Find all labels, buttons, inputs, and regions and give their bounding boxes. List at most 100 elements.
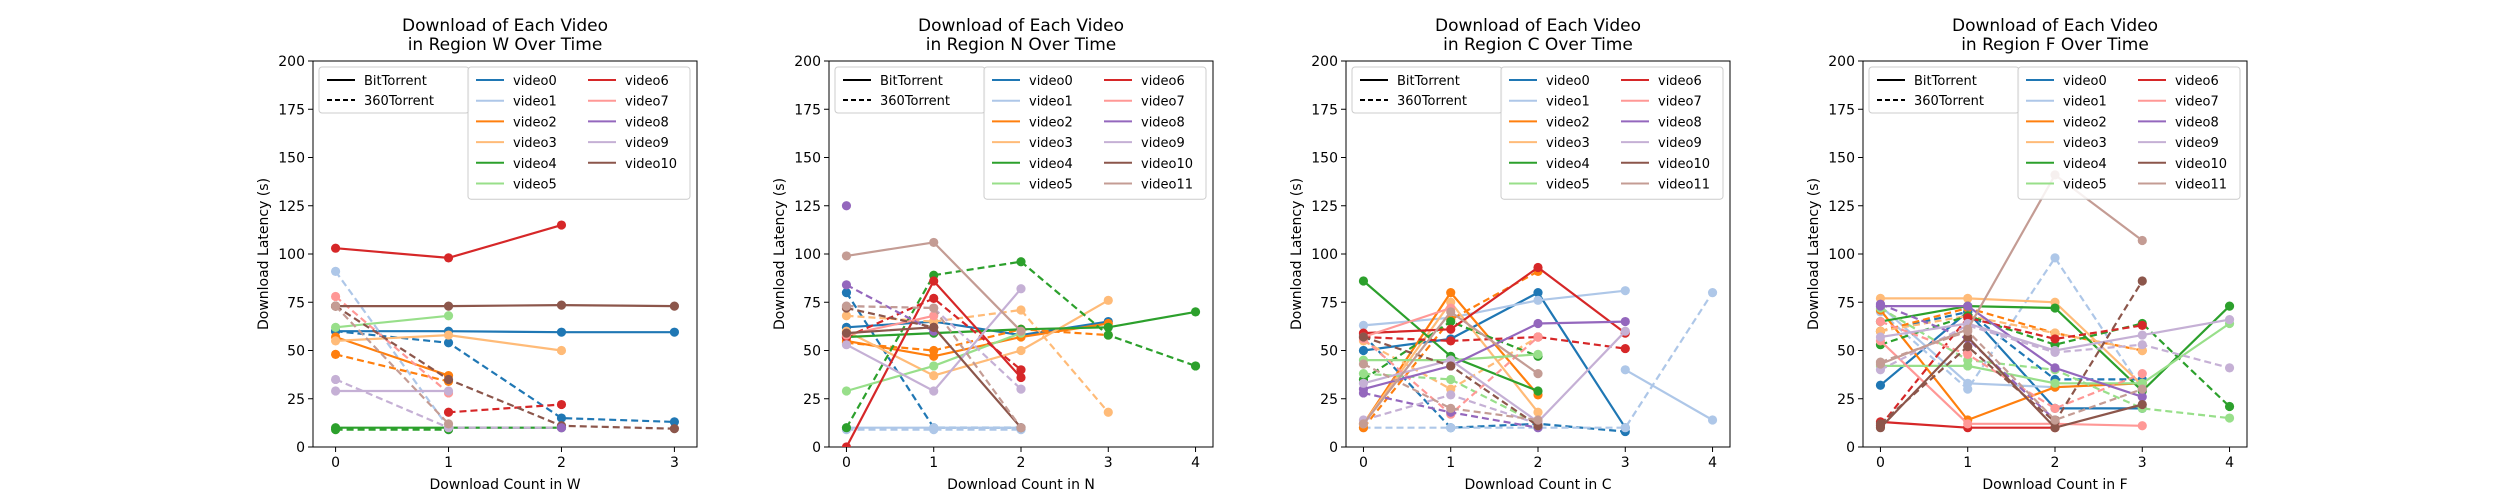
- y-tick-label: 0: [1329, 440, 1338, 456]
- plot-area: [1358, 262, 1718, 437]
- data-point-video11: [1358, 359, 1369, 369]
- x-tick-label: 1: [929, 455, 938, 471]
- series-line-video10: [1879, 280, 2144, 425]
- legend-label: video6: [1658, 74, 1702, 89]
- y-axis-label: Download Latency (s): [256, 178, 272, 330]
- series-line-video0: [1362, 334, 1626, 433]
- data-point-video10: [669, 301, 680, 311]
- legend-label: video7: [625, 95, 669, 110]
- data-point-video0: [669, 417, 680, 427]
- y-tick-label: 175: [1828, 102, 1855, 118]
- series-line-video8: [1363, 320, 1626, 391]
- data-point-video4: [1446, 316, 1456, 327]
- series-line-video5: [335, 314, 449, 329]
- data-point-video6: [330, 243, 341, 253]
- data-point-video10: [841, 328, 852, 338]
- data-point-video3: [929, 370, 939, 381]
- x-tick-label: 3: [2138, 455, 2147, 471]
- x-axis-label: Download Count in F: [1982, 477, 2127, 493]
- legend-label: video3: [1546, 136, 1590, 151]
- data-point-video10: [556, 300, 567, 310]
- data-point-video6: [1016, 372, 1026, 383]
- y-tick-label: 100: [1828, 247, 1855, 263]
- y-tick-label: 50: [1320, 344, 1338, 360]
- x-tick-label: 0: [1359, 455, 1368, 471]
- data-point-video4: [1533, 386, 1543, 396]
- data-point-video4: [2050, 303, 2060, 313]
- x-tick-label: 4: [1191, 455, 1200, 471]
- legend-label: video2: [1546, 115, 1590, 130]
- y-axis-label: Download Latency (s): [1806, 178, 1822, 330]
- data-point-video0: [443, 338, 454, 348]
- data-point-video7: [2050, 403, 2060, 413]
- series-line-video11: [1880, 173, 2143, 366]
- data-point-video1: [330, 266, 341, 276]
- legend-box: [467, 66, 691, 200]
- data-point-video0: [841, 288, 852, 298]
- legend-label: video11: [1141, 178, 1193, 193]
- x-axis-label: Download Count in W: [429, 477, 580, 493]
- legend-label: video4: [1546, 157, 1590, 172]
- data-point-video7: [1963, 419, 1973, 429]
- data-point-video8: [1963, 301, 1973, 311]
- series-line-video7: [1363, 306, 1452, 339]
- y-tick-label: 75: [803, 295, 821, 311]
- series-line-video0: [1363, 291, 1627, 429]
- legend-label: video5: [1546, 178, 1590, 193]
- x-tick-label: 2: [1017, 455, 1026, 471]
- data-point-video3: [1103, 295, 1113, 305]
- chart-title: Download of Each Video: [918, 16, 1124, 36]
- data-point-video0: [1358, 345, 1369, 356]
- data-point-video9: [841, 340, 852, 350]
- data-point-video8: [1358, 388, 1369, 398]
- data-point-video7: [1963, 349, 1973, 359]
- data-point-video11: [841, 251, 852, 261]
- x-tick-label: 1: [1963, 455, 1972, 471]
- legend-label: 360Torrent: [364, 94, 434, 109]
- legend-label: video10: [1141, 157, 1193, 172]
- legend-label: video0: [513, 74, 557, 89]
- data-point-video7: [1533, 332, 1543, 342]
- legend-label: video8: [1658, 115, 1702, 130]
- series-line-video2: [846, 322, 1109, 358]
- data-point-video9: [1016, 284, 1026, 294]
- y-tick-label: 0: [812, 440, 821, 456]
- x-tick-label: 2: [2051, 455, 2060, 471]
- legend-label: video0: [1029, 74, 1073, 89]
- legend-label: BitTorrent: [1914, 74, 1977, 89]
- series-line-video10: [335, 303, 675, 308]
- data-point-video11: [1446, 307, 1456, 317]
- legend-style: BitTorrent 360Torrent: [1868, 66, 2020, 114]
- data-point-video4: [1103, 322, 1113, 332]
- x-tick-label: 3: [670, 455, 679, 471]
- data-point-video3: [1963, 293, 1973, 303]
- series-line-video6: [1879, 316, 2143, 427]
- data-point-video11: [1533, 369, 1543, 379]
- data-point-video8: [2050, 363, 2060, 373]
- x-tick-label: 0: [842, 455, 851, 471]
- chart-title: in Region W Over Time: [408, 35, 603, 55]
- data-point-video11: [2137, 235, 2147, 246]
- series-line-video3: [846, 299, 1109, 377]
- series-line-video1: [1624, 368, 1714, 421]
- data-point-video6: [929, 276, 939, 286]
- plot-area: [330, 220, 680, 435]
- y-tick-label: 150: [1311, 151, 1338, 167]
- data-point-video9: [929, 386, 939, 396]
- data-point-video0: [1533, 288, 1543, 298]
- legend-label: video9: [1658, 136, 1702, 151]
- series-line-video1: [1363, 292, 1714, 429]
- data-point-video10: [1446, 361, 1456, 371]
- data-point-video10: [1358, 332, 1369, 342]
- data-point-video0: [556, 327, 567, 337]
- data-point-video6: [556, 399, 567, 410]
- y-tick-label: 125: [1828, 199, 1855, 215]
- y-tick-label: 100: [794, 247, 821, 263]
- y-tick-label: 25: [287, 392, 305, 408]
- data-point-video9: [2137, 340, 2147, 350]
- data-point-video1: [1707, 288, 1718, 298]
- x-tick-label: 0: [331, 455, 340, 471]
- y-tick-label: 50: [1837, 344, 1855, 360]
- data-point-video7: [330, 291, 341, 302]
- data-point-video9: [1446, 390, 1456, 400]
